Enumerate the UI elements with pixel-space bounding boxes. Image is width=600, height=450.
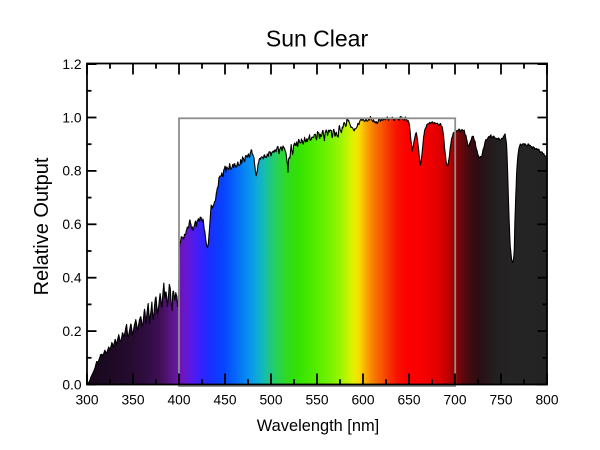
- svg-text:Sun Clear: Sun Clear: [266, 26, 369, 52]
- svg-text:350: 350: [121, 393, 144, 408]
- svg-text:Relative Output: Relative Output: [31, 157, 53, 295]
- svg-text:300: 300: [75, 393, 98, 408]
- svg-text:Wavelength [nm]: Wavelength [nm]: [257, 417, 379, 435]
- svg-text:650: 650: [397, 393, 420, 408]
- svg-text:1.0: 1.0: [62, 110, 82, 125]
- svg-text:750: 750: [489, 393, 512, 408]
- svg-text:600: 600: [351, 393, 374, 408]
- svg-text:0.2: 0.2: [62, 324, 81, 339]
- svg-text:700: 700: [443, 393, 466, 408]
- svg-text:500: 500: [259, 393, 282, 408]
- svg-text:0.4: 0.4: [62, 271, 82, 286]
- svg-text:800: 800: [535, 393, 558, 408]
- svg-text:550: 550: [305, 393, 328, 408]
- svg-text:0.6: 0.6: [62, 217, 82, 232]
- svg-text:450: 450: [213, 393, 236, 408]
- svg-text:400: 400: [167, 393, 190, 408]
- svg-text:0.8: 0.8: [62, 164, 82, 179]
- svg-text:1.2: 1.2: [62, 57, 81, 72]
- svg-text:0.0: 0.0: [62, 377, 82, 392]
